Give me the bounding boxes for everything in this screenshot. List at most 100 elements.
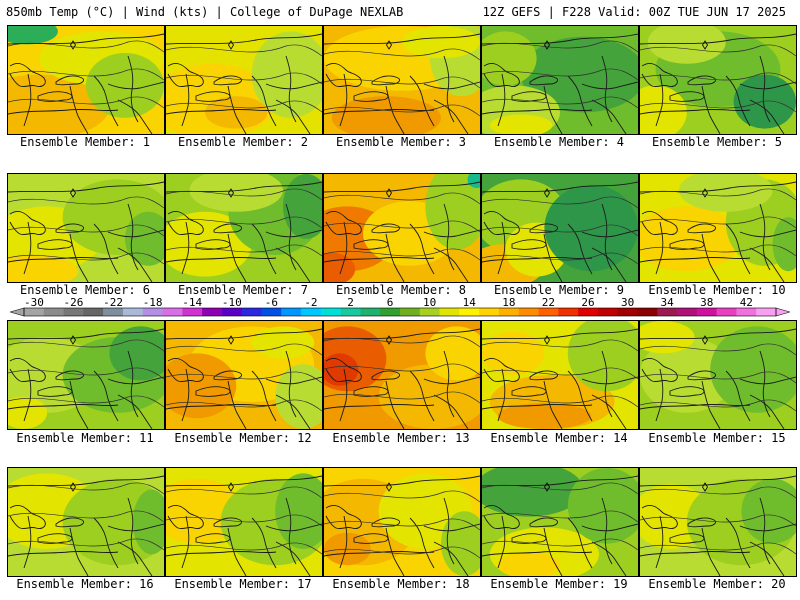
map-boundary [669,91,705,102]
isotherm-contour [640,514,796,527]
map-boundary [511,91,547,102]
map-boundary [669,386,705,397]
map-boundary [640,33,796,45]
isotherm-contour [166,343,322,356]
map-boundary [749,99,785,134]
temperature-map [640,26,796,134]
map-boundary [483,505,520,530]
map-boundary [701,527,721,576]
ensemble-member-label: Ensemble Member: 7 [177,283,309,297]
ensemble-member-map [323,25,481,135]
map-boundary [285,497,297,565]
map-boundary [353,533,389,544]
isotherm-contour [166,371,322,384]
temperature-map [640,174,796,282]
map-boundary [227,527,247,576]
isotherm-contour [166,72,322,85]
isotherm-contour [640,244,796,257]
map-boundary [423,229,480,238]
map-boundary [385,380,405,429]
ensemble-member-map [481,173,639,283]
colorbar-segment [360,308,381,316]
map-boundary [117,247,153,282]
ensemble-member-map [481,320,639,430]
isotherm-contour [324,104,480,117]
map-boundary [567,517,593,569]
map-boundary [433,99,469,134]
colorbar-tick-label: 2 [347,298,354,309]
colorbar-segment [479,308,500,316]
map-boundary [655,221,664,275]
ensemble-member-map [323,173,481,283]
map-boundary [265,523,322,532]
map-boundary [9,63,46,88]
map-boundary [251,75,277,127]
isotherm-contour [324,76,480,89]
colorbar-tick-label: -30 [24,298,44,309]
isotherm-contour [640,72,796,85]
map-boundary [324,256,435,263]
map-boundary [655,515,664,569]
map-boundary [482,403,593,410]
map-boundary [423,523,480,532]
colorbar-segment [63,308,84,316]
map-boundary [641,505,678,530]
temperature-shading [8,255,79,282]
map-boundary [251,370,277,422]
map-boundary [275,247,311,282]
map-boundary [641,358,678,383]
isotherm-contour [324,48,480,61]
colorbar-segment [617,308,638,316]
isotherm-contour [482,96,638,109]
map-boundary [265,81,322,90]
map-boundary [687,223,717,234]
isotherm-contour [640,188,796,201]
map-boundary [265,229,322,238]
ensemble-member-label: Ensemble Member: 10 [648,283,786,297]
isotherm-contour [324,518,480,531]
map-boundary [655,73,664,127]
colorbar-segment [142,308,163,316]
colorbar-segment [261,308,282,316]
map-boundary [9,505,46,530]
ensemble-member-label: Ensemble Member: 4 [493,135,625,149]
map-boundary [227,380,247,429]
map-boundary [497,73,506,127]
temperature-map [166,321,322,429]
temperature-map [640,321,796,429]
map-boundary [107,376,164,385]
temperature-map [482,321,638,429]
map-boundary [55,223,85,234]
map-boundary [591,541,627,576]
temperature-map [482,468,638,576]
map-boundary [725,223,751,275]
isotherm-contour [482,68,638,81]
temperature-shading [640,206,742,272]
colorbar-outline [23,307,777,317]
map-boundary [687,517,717,528]
station-marker [70,40,76,50]
map-boundary [423,376,480,385]
map-boundary [275,541,311,576]
map-boundary [181,515,190,569]
temperature-map [324,468,480,576]
colorbar-segment [221,308,242,316]
colorbar-tick-label: -2 [304,298,317,309]
map-boundary [759,203,771,271]
map-boundary [55,75,85,86]
temperature-shading [544,184,638,272]
map-boundary [325,358,362,383]
map-boundary [353,239,389,250]
colorbar-segment [340,308,361,316]
map-boundary [543,85,563,134]
map-boundary [166,256,277,263]
map-boundary [181,368,190,422]
map-boundary [371,517,401,528]
isotherm-contour [640,371,796,384]
map-boundary [409,223,435,275]
colorbar-tick-label: -26 [64,298,84,309]
map-boundary [195,533,231,544]
map-boundary [69,233,89,282]
map-boundary [725,370,751,422]
map-boundary [423,81,480,90]
